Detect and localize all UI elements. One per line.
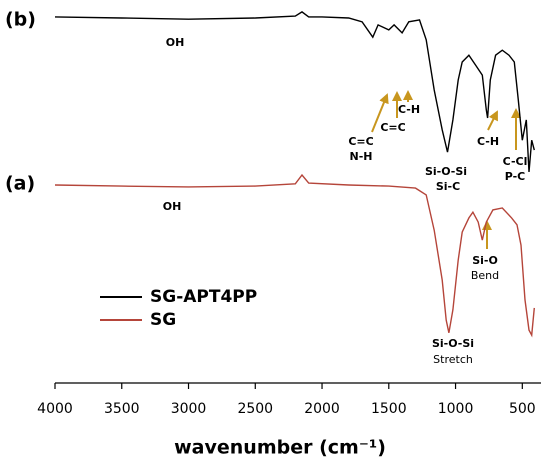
arrow — [487, 110, 498, 131]
annotation: OH — [166, 36, 185, 49]
annotation: Si-O — [472, 254, 498, 267]
annotation: Stretch — [433, 353, 473, 366]
annotation: (a) — [5, 173, 35, 195]
annotation: OH — [163, 200, 182, 213]
x-tick-label: 1000 — [438, 401, 474, 417]
spectrum-line — [54, 173, 535, 338]
x-axis-title: wavenumber (cm⁻¹) — [174, 437, 386, 459]
annotation: Si-O-Si — [425, 165, 467, 178]
x-tick-label: 2000 — [304, 401, 340, 417]
x-tick-label: 500 — [509, 401, 536, 417]
arrows — [371, 90, 521, 249]
x-tick-label: 1500 — [371, 401, 407, 417]
x-tick-label: 3000 — [171, 401, 207, 417]
arrow — [371, 93, 389, 133]
annotation: Si-O-Si — [432, 337, 474, 350]
legend-label: SG-APT4PP — [150, 287, 257, 307]
x-tick-label: 4000 — [37, 401, 73, 417]
annotation: Bend — [471, 269, 499, 282]
annotation: C-H — [477, 135, 499, 148]
annotation: N-H — [350, 150, 373, 163]
annotation: C-Cl — [503, 155, 528, 168]
annotation: C-H — [398, 103, 420, 116]
spectrum-line — [54, 11, 535, 173]
annotation: P-C — [505, 170, 526, 183]
annotation: Si-C — [436, 180, 460, 193]
legend-label: SG — [150, 310, 176, 330]
annotation: C=C — [380, 121, 405, 134]
annotation: (b) — [5, 9, 36, 31]
annotation: C=C — [348, 135, 373, 148]
x-tick-label: 2500 — [237, 401, 273, 417]
x-tick-label: 3500 — [104, 401, 140, 417]
